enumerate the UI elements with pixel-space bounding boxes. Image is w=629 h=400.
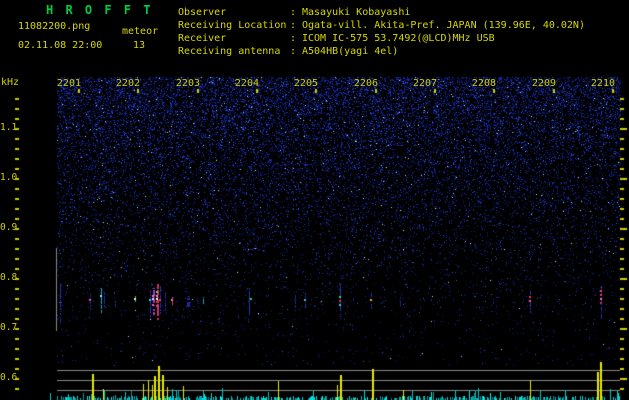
output-filename: 11082200.png: [18, 21, 91, 32]
time-tick-label: 2203: [175, 78, 200, 89]
info-colon: :: [290, 7, 297, 18]
info-row-observer: Observer: Masayuki Kobayashi: [178, 6, 410, 19]
time-tick-label: 2205: [293, 78, 318, 89]
info-label: Observer: [178, 7, 227, 18]
observation-datetime: 02.11.08 22:00: [18, 40, 103, 51]
freq-tick-label: 0.8: [0, 272, 18, 283]
time-tick-label: 2202: [115, 78, 140, 89]
freq-tick-label: 1.1: [0, 122, 18, 133]
freq-tick-label: 1.0: [0, 172, 18, 183]
meteor-count: 13: [133, 40, 146, 51]
y-axis-unit-label: kHz: [1, 77, 20, 88]
info-colon: :: [290, 20, 297, 31]
time-tick-label: 2206: [353, 78, 378, 89]
time-tick-label: 2210: [590, 78, 615, 89]
info-row-antenna: Receiving antenna: A504HB(yagi 4el): [178, 45, 398, 58]
info-value: Masayuki Kobayashi: [302, 7, 411, 18]
info-row-location: Receiving Location: Ogata-vill. Akita-Pre…: [178, 19, 585, 32]
time-tick-label: 2208: [471, 78, 496, 89]
freq-tick-label: 0.9: [0, 222, 18, 233]
info-value: ICOM IC-575 53.7492(@LCD)MHz USB: [302, 33, 495, 44]
info-label: Receiving antenna: [178, 46, 281, 57]
time-tick-label: 2209: [531, 78, 556, 89]
time-tick-label: 2207: [412, 78, 437, 89]
freq-tick-label: 0.6: [0, 372, 18, 383]
time-tick-label: 2204: [234, 78, 259, 89]
info-value: A504HB(yagi 4el): [302, 46, 399, 57]
freq-tick-label: 0.7: [0, 322, 18, 333]
info-row-receiver: Receiver: ICOM IC-575 53.7492(@LCD)MHz US…: [178, 32, 495, 45]
info-colon: :: [290, 46, 297, 57]
info-label: Receiver: [178, 33, 227, 44]
info-label: Receiving Location: [178, 20, 287, 31]
time-tick-label: 2201: [56, 78, 81, 89]
meteor-label: meteor: [122, 26, 159, 37]
info-value: Ogata-vill. Akita-Pref. JAPAN (139.96E, …: [302, 20, 585, 31]
app-title: H R O F F T: [46, 3, 153, 17]
info-colon: :: [290, 33, 297, 44]
